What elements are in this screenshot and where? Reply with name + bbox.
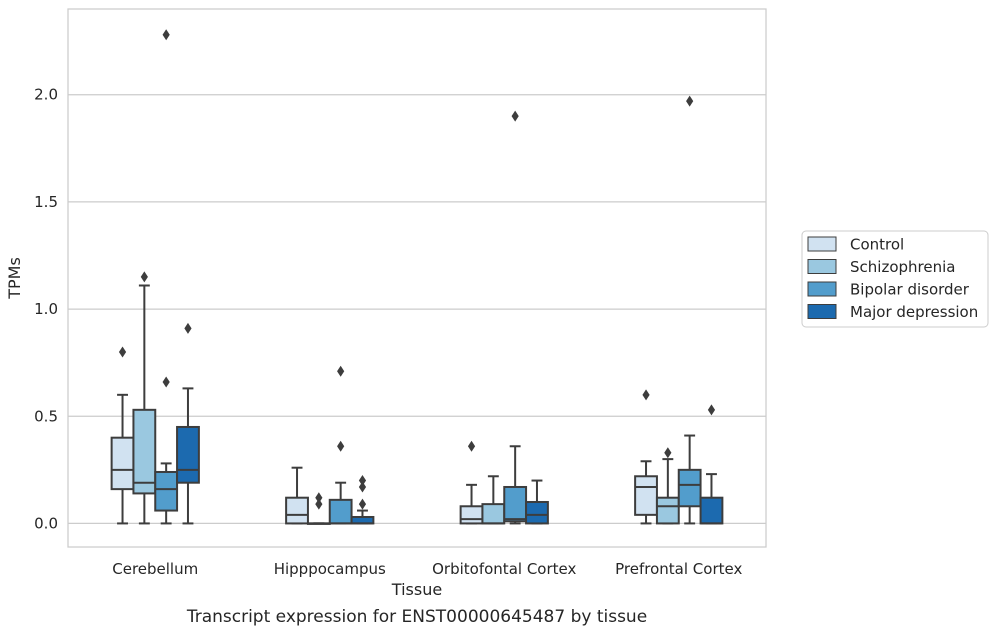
outlier-point <box>337 365 345 377</box>
outlier-point <box>664 447 672 459</box>
box-iqr <box>110 436 135 491</box>
outlier-point <box>140 271 148 283</box>
box-iqr <box>154 470 179 512</box>
y-axis-label: TPMs <box>5 257 24 300</box>
box-hipppocampus-control <box>285 466 309 525</box>
y-axis-ticks: 0.0 0.5 1.0 1.5 2.0 <box>34 86 58 533</box>
legend-label-bipolar-disorder: Bipolar disorder <box>850 281 970 299</box>
box-iqr <box>459 505 484 525</box>
box-hipppocampus-schizophrenia <box>306 492 331 525</box>
x-axis-ticks: Cerebellum Hipppocampus Orbitofontal Corte… <box>112 560 742 578</box>
outlier-point <box>686 95 694 107</box>
box-cerebellum-major-depression <box>176 322 200 525</box>
outlier-point <box>118 346 127 358</box>
legend-label-major-depression: Major depression <box>850 303 978 321</box>
y-tick-label: 0.0 <box>34 514 58 532</box>
legend-label-schizophrenia: Schizophrenia <box>850 258 955 276</box>
x-axis-label: Tissue <box>391 580 442 599</box>
box-prefrontal-cortex-major-depression <box>699 404 724 525</box>
plot-area-frame <box>67 8 767 548</box>
box-prefrontal-cortex-control <box>634 389 658 525</box>
box-iqr <box>699 496 724 525</box>
box-groups <box>110 29 724 525</box>
box-cerebellum-schizophrenia <box>132 271 157 525</box>
box-cerebellum-bipolar-disorder <box>154 29 179 525</box>
box-iqr <box>634 475 658 516</box>
box-hipppocampus-bipolar-disorder <box>328 365 353 525</box>
box-iqr <box>677 468 702 508</box>
x-tick-label: Orbitofontal Cortex <box>432 560 576 578</box>
box-prefrontal-cortex-schizophrenia <box>655 447 680 525</box>
box-iqr <box>285 496 309 525</box>
outlier-point <box>642 389 650 401</box>
box-hipppocampus-major-depression <box>350 475 375 525</box>
x-tick-label: Hipppocampus <box>274 560 386 578</box>
box-iqr <box>655 496 680 525</box>
outlier-point <box>358 498 367 510</box>
box-prefrontal-cortex-bipolar-disorder <box>677 95 702 525</box>
outlier-point <box>358 475 367 487</box>
legend: Control Schizophrenia Bipolar disorder Majo… <box>801 230 989 328</box>
box-orbitofontal-cortex-major-depression <box>525 479 549 525</box>
outlier-point <box>184 322 192 334</box>
outlier-point <box>315 492 323 504</box>
outlier-point <box>467 440 476 452</box>
box-iqr <box>525 500 549 525</box>
y-tick-label: 2.0 <box>34 86 58 104</box>
y-tick-label: 1.0 <box>34 300 58 318</box>
outlier-point <box>511 110 519 122</box>
y-tick-label: 0.5 <box>34 407 58 425</box>
box-iqr <box>176 425 200 484</box>
outlier-point <box>337 440 345 452</box>
y-tick-label: 1.5 <box>34 193 58 211</box>
outlier-point <box>358 481 367 493</box>
x-tick-label: Prefrontal Cortex <box>615 560 742 578</box>
outlier-point <box>315 498 323 510</box>
legend-swatch-bipolar-disorder <box>807 281 837 297</box>
box-iqr <box>481 503 506 525</box>
legend-label-control: Control <box>850 236 904 254</box>
chart-caption: Transcript expression for ENST0000064548… <box>186 607 647 627</box>
outlier-point <box>162 376 170 388</box>
box-iqr <box>328 498 353 525</box>
outlier-point <box>162 29 170 41</box>
legend-frame <box>801 230 989 328</box>
x-tick-label: Cerebellum <box>112 560 198 578</box>
legend-swatch-schizophrenia <box>807 259 837 274</box>
box-iqr <box>503 485 528 523</box>
legend-swatch-major-depression <box>807 304 837 319</box>
box-iqr <box>132 408 157 495</box>
outlier-point <box>707 404 716 416</box>
legend-swatch-control <box>807 236 837 252</box>
